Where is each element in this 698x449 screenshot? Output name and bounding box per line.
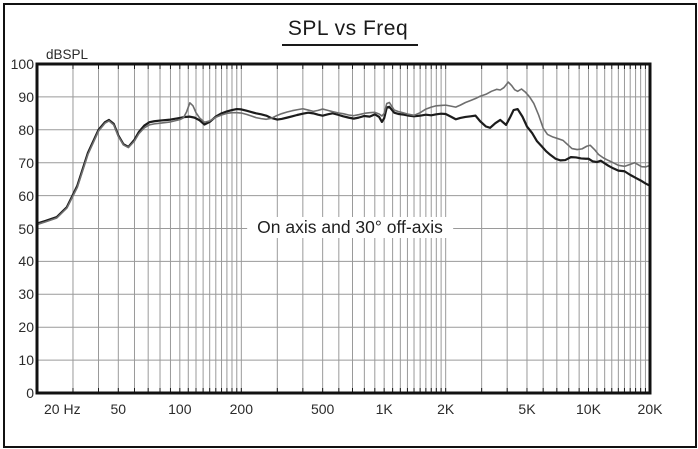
x-tick-label: 10K <box>576 401 601 417</box>
y-tick-label: 50 <box>18 220 34 237</box>
x-tick-label: 20K <box>637 401 663 417</box>
y-tick-label: 70 <box>18 154 34 171</box>
curves-annotation: On axis and 30° off-axis <box>247 217 453 238</box>
y-tick-label: 30 <box>18 286 34 303</box>
x-tick-label: 50 <box>110 401 127 417</box>
y-tick-label: 60 <box>18 187 34 204</box>
y-tick-label: 10 <box>18 352 34 369</box>
x-tick-label: 5K <box>518 401 536 417</box>
y-tick-label: 80 <box>18 121 34 138</box>
y-axis-unit-label: dBSPL <box>46 47 89 62</box>
y-tick-label: 20 <box>18 319 34 336</box>
x-tick-label: 500 <box>310 401 335 417</box>
chart-title-row: SPL vs Freq <box>5 17 695 46</box>
y-tick-label: 100 <box>10 56 34 72</box>
x-tick-label: 100 <box>168 401 192 417</box>
x-tick-label: 1K <box>375 401 393 417</box>
chart-title: SPL vs Freq <box>281 17 419 46</box>
x-tick-label: 200 <box>229 401 254 417</box>
y-tick-label: 90 <box>18 88 34 105</box>
y-tick-label: 40 <box>18 253 34 270</box>
x-tick-label: 20 Hz <box>44 401 81 417</box>
x-tick-label: 2K <box>437 401 455 417</box>
y-tick-label: 0 <box>26 385 34 401</box>
